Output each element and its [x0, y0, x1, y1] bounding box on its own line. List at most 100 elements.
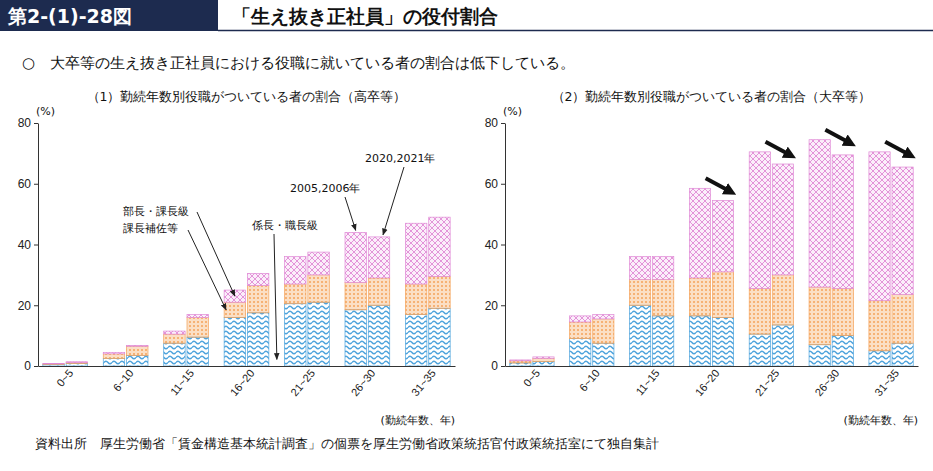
header-box: [0, 0, 218, 31]
annotation-text: 2005,2006年: [290, 182, 361, 195]
source-note: 資料出所 厚生労働省「賃金構造基本統計調査」の個票を厚生労働省政策統括官付政策統…: [35, 436, 659, 451]
y-tick: 60: [485, 177, 505, 191]
y-tick-mark: [34, 305, 38, 306]
bar-segment: [689, 316, 710, 366]
bar-segment: [570, 316, 591, 322]
y-axis-title: (%): [503, 105, 522, 118]
trend-arrows: [706, 130, 912, 193]
bar-segment: [772, 325, 793, 366]
bar-segment: [510, 359, 531, 361]
bar-segment: [247, 273, 268, 285]
bar-segment: [224, 317, 245, 366]
y-tick: 80: [18, 116, 38, 130]
bar-segment: [809, 140, 830, 287]
x-tick-label: 31~35: [872, 367, 901, 398]
bar-segment: [43, 363, 64, 364]
bar-segment: [405, 223, 426, 284]
bar-segment: [164, 343, 185, 366]
bar-segment: [308, 275, 329, 302]
x-tick: 0~5: [521, 367, 542, 389]
bar-segment: [869, 301, 890, 351]
x-tick: 0~5: [54, 367, 75, 389]
bar-segment: [629, 257, 650, 280]
bar-segment: [510, 361, 531, 363]
chart: 0204060800~56~1011~1516~2021~2526~3031~3…: [18, 89, 456, 427]
bar-segment: [570, 339, 591, 366]
x-tick: 26~30: [812, 367, 841, 398]
y-tick-label: 0: [491, 359, 498, 373]
y-tick: 20: [18, 299, 38, 313]
x-tick: 21~25: [752, 367, 781, 398]
bar-segment: [285, 284, 306, 304]
figure: 第2-(1)-28図「生え抜き正社員」の役付割合○ 大卒等の生え抜き正社員におけ…: [0, 0, 933, 471]
x-tick-label: 26~30: [812, 367, 841, 398]
y-tick-mark: [501, 366, 505, 367]
bar-segment: [224, 302, 245, 317]
y-tick: 0: [24, 359, 38, 373]
bars: [510, 140, 913, 366]
y-tick: 40: [18, 238, 38, 252]
annotation-arrow: [197, 212, 235, 296]
trend-arrow: [766, 142, 792, 156]
y-tick-mark: [501, 123, 505, 124]
y-tick-label: 80: [18, 116, 32, 130]
y-tick-label: 80: [485, 116, 499, 130]
x-tick-label: 0~5: [54, 367, 75, 389]
x-axis: 0~56~1011~1516~2021~2526~3031~35: [39, 367, 456, 399]
x-tick-label: 11~15: [633, 367, 662, 398]
x-tick-label: 21~25: [752, 367, 781, 398]
bar-segment: [127, 345, 148, 347]
y-axis-line: [38, 124, 39, 367]
y-axis: 020406080: [485, 116, 506, 373]
bar-segment: [629, 279, 650, 305]
x-tick-label: 0~5: [521, 367, 542, 389]
x-tick: 6~10: [577, 367, 602, 394]
y-tick-mark: [34, 366, 38, 367]
trend-arrow: [825, 130, 851, 144]
x-tick: 11~15: [168, 367, 197, 398]
x-tick-label: 21~25: [288, 367, 317, 398]
annotation-arrow: [188, 230, 226, 310]
bar-segment: [809, 287, 830, 345]
bar-segment: [653, 279, 674, 315]
x-tick-label: 16~20: [693, 367, 722, 398]
x-axis: 0~5 6~10 11~15 16~20 21~25 26~30 31~35: [506, 367, 919, 399]
bar-segment: [66, 364, 87, 366]
y-tick-mark: [501, 305, 505, 306]
bar-segment: [429, 276, 450, 308]
bar-segment: [892, 343, 913, 366]
bar-segment: [43, 364, 64, 366]
chart-title: （1）勤続年数別役職がついている者の割合（高卒等）: [87, 89, 407, 104]
x-tick: 31~35: [409, 367, 438, 398]
bar-segment: [749, 152, 770, 289]
x-tick-label: 6~10: [577, 367, 602, 394]
bar-segment: [308, 252, 329, 275]
y-tick-mark: [34, 245, 38, 246]
bar-segment: [533, 357, 554, 359]
y-tick-label: 20: [18, 299, 32, 313]
x-tick: 11~15: [633, 367, 662, 398]
bar-segment: [429, 217, 450, 276]
x-tick: 31~35: [872, 367, 901, 398]
chart-title: （2）勤続年数別役職がついている者の割合（大卒等）: [552, 89, 872, 104]
y-tick: 0: [491, 359, 505, 373]
bar-segment: [689, 188, 710, 278]
subtitle: ○ 大卒等の生え抜き正社員における役職に就いている者の割合は低下している。: [22, 54, 575, 72]
bar-segment: [308, 302, 329, 366]
bar-segment: [345, 310, 366, 366]
bar-segment: [66, 361, 87, 363]
trend-arrow: [885, 142, 911, 156]
bar-segment: [712, 200, 733, 271]
x-axis-title: (勤続年数、年): [380, 414, 455, 427]
bar-segment: [809, 345, 830, 366]
annotation-arrow: [383, 167, 404, 235]
y-tick-label: 40: [18, 238, 32, 252]
bar-segment: [43, 363, 64, 365]
bar-segment: [127, 355, 148, 366]
annotation-text: 課長補佐等: [123, 222, 178, 235]
bar-segment: [533, 361, 554, 366]
bar-segment: [712, 272, 733, 318]
bar-segment: [712, 317, 733, 366]
x-tick: 16~20: [693, 367, 722, 398]
bar-segment: [405, 284, 426, 314]
